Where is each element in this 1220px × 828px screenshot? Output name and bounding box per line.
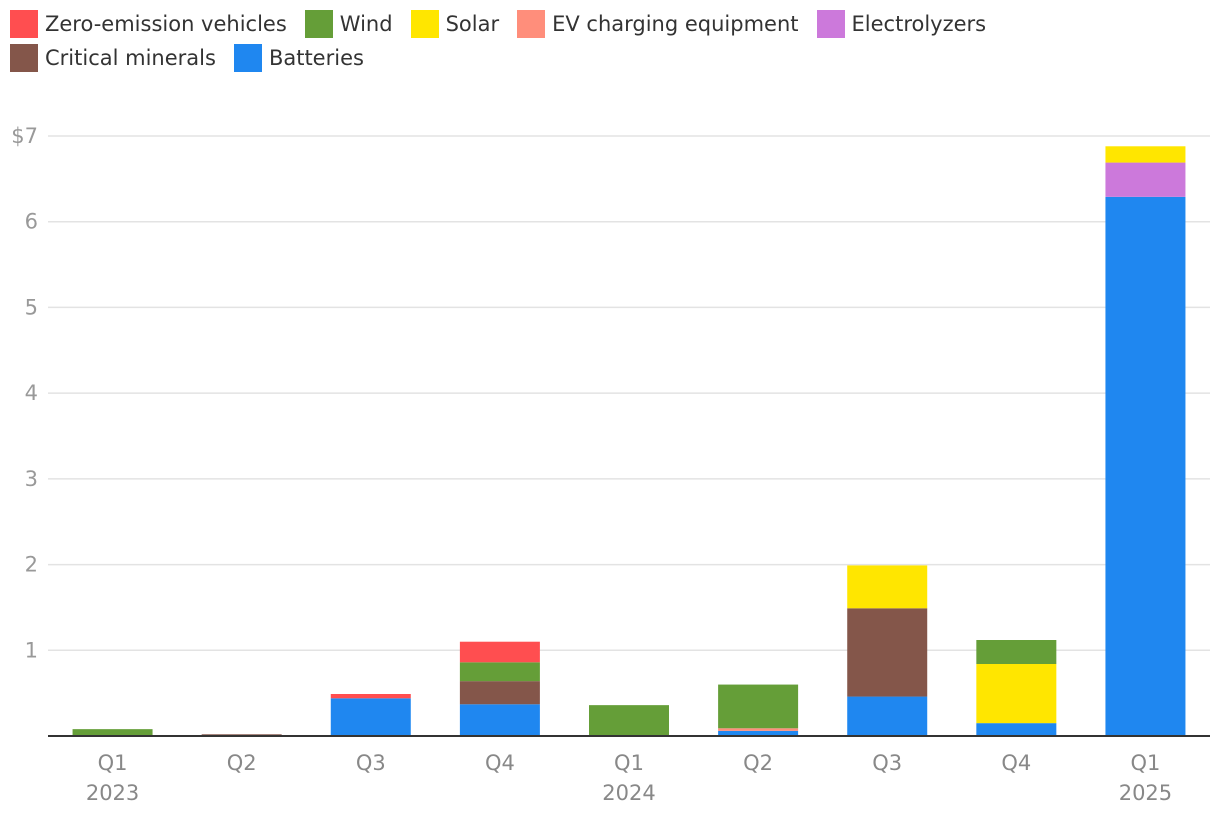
- y-tick-label: 1: [25, 638, 38, 662]
- bar-segment-batteries: [1105, 196, 1186, 736]
- x-tick-label: Q4: [1001, 751, 1031, 775]
- y-tick-label: 5: [25, 295, 38, 319]
- legend-label: Critical minerals: [45, 46, 216, 70]
- y-tick-label: 3: [25, 467, 38, 491]
- bar-segment-wind: [718, 684, 799, 729]
- bar-segment-ev-charging-equipment: [718, 728, 799, 731]
- legend-label: Batteries: [268, 46, 364, 70]
- bar-segment-wind: [459, 662, 540, 682]
- legend-item-zero-emission-vehicles: Zero-emission vehicles: [10, 10, 287, 38]
- legend-item-wind: Wind: [304, 10, 393, 38]
- legend-swatch: [233, 44, 262, 72]
- y-tick-label: 6: [25, 210, 38, 234]
- bar-segment-batteries: [847, 696, 928, 736]
- x-tick-label: Q3: [872, 751, 902, 775]
- legend-item-ev-charging-equipment: EV charging equipment: [517, 10, 799, 38]
- legend-label: Wind: [339, 12, 393, 36]
- legend-swatch: [304, 10, 333, 38]
- gridlines: [48, 135, 1210, 652]
- legend-label: EV charging equipment: [552, 12, 799, 36]
- legend-swatch: [10, 10, 38, 38]
- bar-segment-solar: [1105, 146, 1186, 163]
- legend-item-electrolyzers: Electrolyzers: [816, 10, 987, 38]
- x-tick-label: Q1: [98, 751, 128, 775]
- x-tick-label: Q1: [1130, 751, 1160, 775]
- bar-segment-zero-emission-vehicles: [459, 641, 540, 663]
- bar-segment-critical-minerals: [847, 608, 928, 697]
- y-tick-label: 4: [25, 381, 38, 405]
- legend-label: Zero-emission vehicles: [45, 12, 287, 36]
- bar-segment-wind: [72, 729, 153, 736]
- legend-swatch: [517, 10, 546, 38]
- legend-item-solar: Solar: [410, 10, 500, 38]
- bar-segment-electrolyzers: [1105, 162, 1186, 197]
- legend-label: Electrolyzers: [851, 12, 987, 36]
- legend-swatch: [10, 44, 38, 72]
- x-tick-label: Q2: [227, 751, 257, 775]
- x-year-label: 2024: [602, 781, 655, 805]
- bar-segment-wind: [976, 640, 1057, 664]
- bar-segment-zero-emission-vehicles: [330, 694, 411, 699]
- bar-segment-batteries: [459, 704, 540, 736]
- legend-swatch: [816, 10, 845, 38]
- bars: [72, 146, 1186, 736]
- x-year-label: 2023: [86, 781, 139, 805]
- bar-segment-solar: [976, 664, 1057, 724]
- legend-swatch: [410, 10, 439, 38]
- y-axis-ticks: $7 6 5 4 3 2 1: [11, 124, 38, 662]
- legend-item-batteries: Batteries: [233, 44, 364, 72]
- x-tick-label: Q1: [614, 751, 644, 775]
- y-tick-label: 2: [25, 553, 38, 577]
- y-tick-label: $7: [11, 124, 38, 148]
- x-axis-ticks: Q1 2023 Q2 Q3 Q4 Q1 2024 Q2 Q3 Q4 Q1 2025: [86, 751, 1172, 805]
- legend-item-critical-minerals: Critical minerals: [10, 44, 216, 72]
- bar-segment-batteries: [718, 730, 799, 736]
- legend-label: Solar: [445, 12, 500, 36]
- bar-segment-batteries: [976, 723, 1057, 736]
- x-tick-label: Q3: [356, 751, 386, 775]
- x-tick-label: Q2: [743, 751, 773, 775]
- bar-segment-critical-minerals: [459, 681, 540, 705]
- chart-legend: Zero-emission vehicles Wind Solar EV cha…: [10, 10, 1205, 72]
- bar-segment-wind: [589, 705, 669, 736]
- bar-segment-solar: [847, 565, 928, 609]
- x-tick-label: Q4: [485, 751, 515, 775]
- bar-segment-batteries: [330, 698, 411, 736]
- x-year-label: 2025: [1119, 781, 1172, 805]
